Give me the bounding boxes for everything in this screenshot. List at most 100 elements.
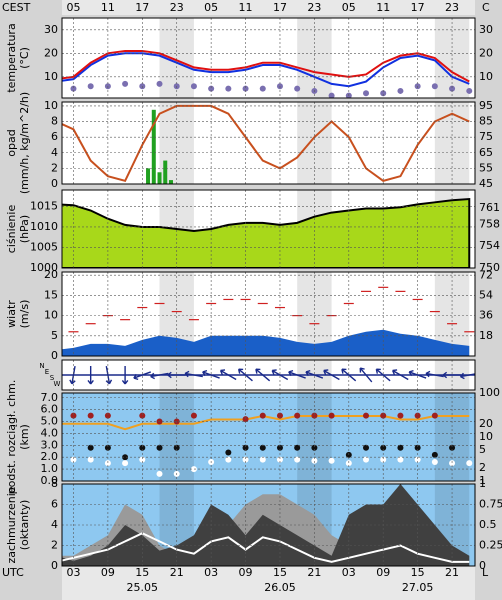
panel-border — [61, 101, 476, 185]
point — [242, 416, 249, 423]
y2-tick-label: 54 — [479, 288, 493, 301]
y2-tick-label: 72 — [479, 268, 493, 281]
point — [380, 412, 387, 419]
y2-tick-label: 758 — [479, 217, 500, 230]
y2-tick-label: 10 — [479, 430, 493, 443]
utc-tick-label: 09 — [239, 566, 253, 579]
point — [414, 456, 421, 463]
point — [70, 85, 77, 92]
date-label: 25.05 — [127, 581, 159, 594]
cest-tick-label: 23 — [445, 1, 459, 14]
axis-label: (km) — [18, 424, 31, 450]
point — [414, 412, 421, 419]
y2-tick-label: 0.75 — [479, 498, 502, 511]
y-tick-label: 5.0 — [41, 415, 59, 428]
point — [139, 412, 146, 419]
point — [449, 460, 456, 467]
y-tick-label: 2 — [51, 539, 58, 552]
point — [311, 457, 318, 464]
point — [328, 412, 335, 419]
point — [466, 87, 473, 94]
cest-tick-label: 17 — [273, 1, 287, 14]
y2-tick-label: 10 — [479, 70, 493, 83]
wind-arrow — [305, 369, 324, 379]
point — [156, 444, 163, 451]
y-tick-label: 10 — [44, 99, 58, 112]
wind-arrow — [391, 369, 409, 381]
utc-tick-label: 03 — [342, 566, 356, 579]
bottom-right: L — [482, 566, 489, 579]
y2-tick-label: 85 — [479, 115, 493, 128]
y2-tick-label: 36 — [479, 309, 493, 322]
wind-arrow — [105, 366, 113, 385]
y2-tick-label: 0.5 — [479, 518, 497, 531]
axis-label: E — [45, 368, 49, 376]
cest-tick-label: 05 — [342, 1, 356, 14]
area — [62, 197, 471, 268]
y2-tick-label: 750 — [479, 261, 500, 274]
y-tick-label: 7.0 — [41, 391, 59, 404]
wind-arrow — [121, 366, 129, 385]
panel-border — [61, 271, 476, 357]
plot — [62, 104, 470, 184]
y-tick-label: 8 — [51, 477, 58, 490]
y2-tick-label: 18 — [479, 329, 493, 342]
point — [70, 412, 77, 419]
panel-bg — [62, 102, 475, 184]
point — [259, 444, 266, 451]
axis-label: (°C) — [18, 47, 31, 69]
wind-arrow — [202, 369, 220, 379]
point — [156, 470, 163, 477]
point — [363, 90, 370, 97]
y-tick-label: 1015 — [30, 199, 58, 212]
point — [242, 85, 249, 92]
point — [104, 444, 111, 451]
point — [397, 412, 404, 419]
point — [259, 456, 266, 463]
point — [70, 456, 77, 463]
wind-arrow — [255, 368, 271, 382]
top-label: CEST — [2, 1, 31, 14]
axis-label: (mm/h, kg/m^2/h) — [18, 92, 31, 194]
utc-tick-label: 15 — [135, 566, 149, 579]
y-tick-label: 2 — [51, 161, 58, 174]
point — [87, 456, 94, 463]
point — [190, 412, 197, 419]
wind-arrow — [425, 370, 444, 378]
cest-tick-label: 05 — [204, 1, 218, 14]
axis-label: (m/s) — [18, 300, 31, 329]
y-tick-label: 8 — [51, 115, 58, 128]
axis-label: temperatura — [5, 23, 18, 92]
utc-tick-label: 09 — [376, 566, 390, 579]
wind-arrow — [375, 368, 391, 382]
line — [62, 52, 470, 88]
y2-tick-label: 20 — [479, 46, 493, 59]
bar — [146, 168, 151, 184]
point — [104, 412, 111, 419]
bottom-label: UTC — [2, 566, 24, 579]
point — [328, 92, 335, 98]
y-tick-label: 20 — [44, 46, 58, 59]
date-label: 27.05 — [402, 581, 434, 594]
point — [294, 444, 301, 451]
line — [62, 49, 470, 83]
point — [363, 456, 370, 463]
wind-arrow — [184, 370, 203, 378]
y-tick-label: 3.0 — [41, 438, 59, 451]
wind-arrow — [359, 367, 373, 383]
point — [294, 412, 301, 419]
point — [294, 456, 301, 463]
y-tick-label: 2.0 — [41, 450, 59, 463]
point — [225, 449, 232, 456]
point — [449, 444, 456, 451]
area — [62, 329, 470, 356]
bar — [163, 160, 168, 184]
cest-tick-label: 11 — [376, 1, 390, 14]
axis-label: W — [54, 380, 61, 388]
panel-bg — [62, 393, 475, 481]
panel-border — [61, 17, 476, 99]
wind-arrow — [167, 371, 186, 379]
point — [311, 444, 318, 451]
point — [190, 83, 197, 90]
